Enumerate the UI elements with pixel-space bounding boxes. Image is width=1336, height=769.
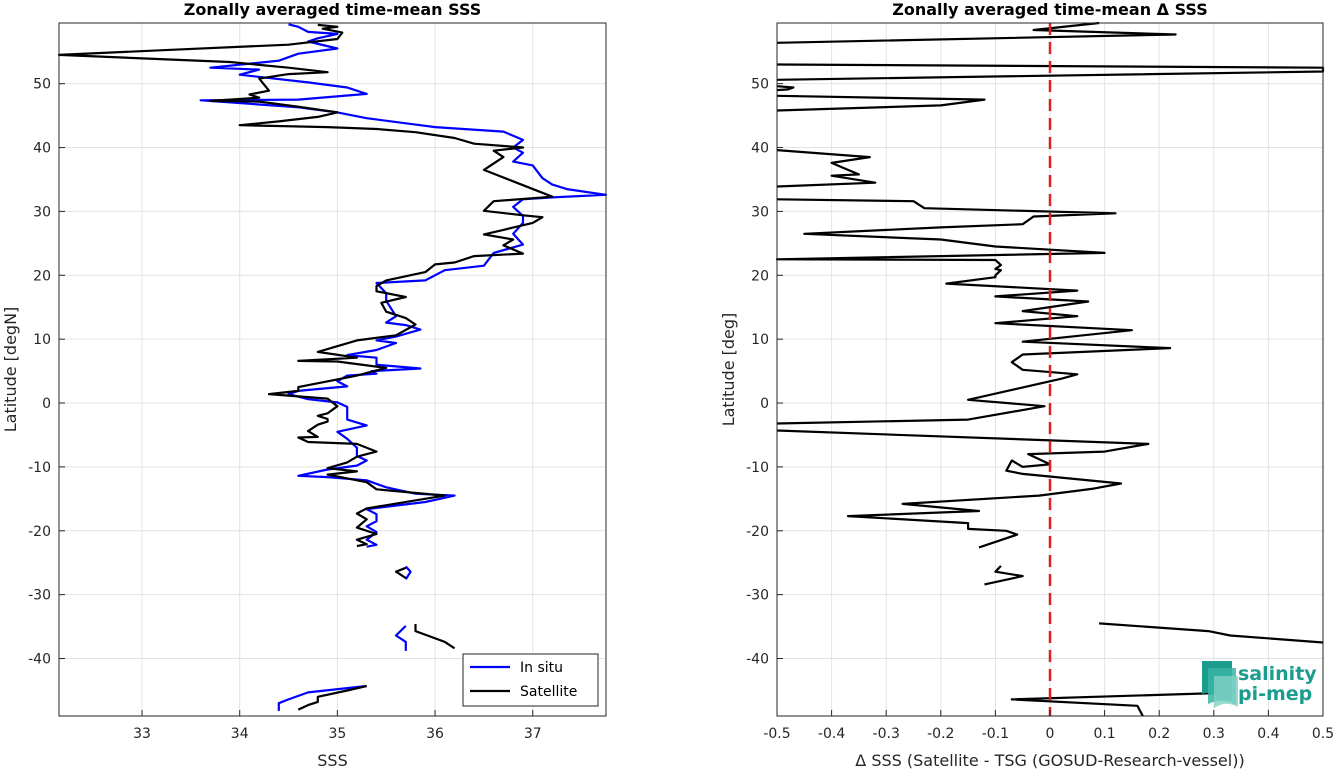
- y-tick-label: 50: [751, 77, 769, 93]
- sss-chart: 33 34 35 36 37 -40 -30 -20 -10 0 10 20 30 40 50 Zonall…: [1, 0, 608, 769]
- x-tick-label: 0.1: [1093, 726, 1115, 742]
- series-line-satellite: [414, 624, 456, 650]
- y-tick-label: 50: [33, 77, 51, 93]
- series-line-satellite: [394, 566, 407, 579]
- legend-label-in-situ: In situ: [520, 660, 563, 676]
- y-tick-label: 0: [760, 396, 769, 412]
- x-tick-label: 0.3: [1203, 726, 1225, 742]
- y-tick-label: 40: [751, 141, 769, 157]
- y-tick-label: 10: [33, 332, 51, 348]
- series-line-in-situ: [394, 625, 407, 651]
- y-tick-label: -20: [746, 524, 769, 540]
- x-tick-label: 0.2: [1148, 726, 1170, 742]
- x-tick-label: 34: [231, 726, 249, 742]
- salinity-pi-mep-logo: salinity pi-mep: [1202, 661, 1317, 708]
- y-axis-label: Latitude [deg]: [719, 313, 738, 427]
- y-tick-label: 0: [42, 396, 51, 412]
- series-line-in-situ: [277, 684, 367, 711]
- series-line-delta: [776, 429, 1150, 549]
- logo-line-1: salinity: [1238, 663, 1317, 685]
- y-tick-label: -40: [28, 652, 51, 668]
- y-tick-label: -10: [28, 460, 51, 476]
- y-tick-label: 40: [33, 141, 51, 157]
- y-tick-label: -20: [28, 524, 51, 540]
- x-tick-label: 33: [133, 726, 151, 742]
- chart-title: Zonally averaged time-mean Δ SSS: [892, 0, 1208, 19]
- y-tick-label: -40: [746, 652, 769, 668]
- series-line-satellite: [297, 684, 367, 711]
- x-tick-label: 0.4: [1257, 726, 1279, 742]
- x-tick-label: -0.4: [818, 726, 845, 742]
- series-line-satellite: [57, 23, 554, 548]
- y-tick-label: 20: [751, 268, 769, 284]
- y-tick-label: -30: [746, 588, 769, 604]
- y-axis-label: Latitude [degN]: [1, 307, 20, 433]
- series-line-delta: [776, 149, 877, 188]
- series-line-delta: [775, 198, 1172, 425]
- y-tick-label: 30: [751, 204, 769, 220]
- x-tick-label: -0.2: [927, 726, 954, 742]
- plot-frame: [58, 22, 607, 717]
- tick-labels: -0.5 -0.4 -0.3 -0.2 -0.1 0 0.1 0.2 0.3 0.4 0.5 -40 -…: [746, 77, 1334, 742]
- x-tick-label: -0.3: [873, 726, 900, 742]
- chart-title: Zonally averaged time-mean SSS: [184, 0, 482, 19]
- x-tick-label: 0.5: [1312, 726, 1334, 742]
- x-tick-label: 0: [1046, 726, 1055, 742]
- wave-icon: [1202, 661, 1238, 708]
- series-line-delta: [1099, 622, 1324, 644]
- series-lines: [57, 23, 608, 711]
- x-axis-label: SSS: [317, 751, 347, 769]
- x-tick-label: 35: [328, 726, 346, 742]
- x-axis-label: Δ SSS (Satellite - TSG (GOSUD-Research-v…: [855, 751, 1244, 769]
- y-tick-label: 10: [751, 332, 769, 348]
- delta-sss-chart: -0.5 -0.4 -0.3 -0.2 -0.1 0 0.1 0.2 0.3 0.4 0.5 -40 -…: [719, 0, 1334, 769]
- x-tick-label: -0.5: [763, 726, 790, 742]
- y-tick-label: 20: [33, 268, 51, 284]
- series-line-in-situ: [404, 565, 412, 580]
- legend-label-satellite: Satellite: [520, 684, 577, 700]
- series-line-delta: [776, 21, 1177, 44]
- y-tick-label: -10: [746, 460, 769, 476]
- y-tick-label: -30: [28, 588, 51, 604]
- x-tick-label: -0.1: [982, 726, 1009, 742]
- y-tick-label: 30: [33, 204, 51, 220]
- legend-box: [462, 653, 599, 707]
- x-tick-label: 36: [426, 726, 444, 742]
- series-line-delta: [776, 85, 795, 92]
- x-tick-label: 37: [524, 726, 542, 742]
- logo-line-2: pi-mep: [1238, 683, 1312, 705]
- tick-labels: 33 34 35 36 37 -40 -30 -20 -10 0 10 20 30 40 50: [28, 77, 542, 742]
- series-line-delta: [1010, 689, 1221, 717]
- legend: In situ Satellite: [462, 653, 599, 707]
- series-line-delta: [984, 565, 1024, 586]
- series-line-delta: [776, 94, 986, 112]
